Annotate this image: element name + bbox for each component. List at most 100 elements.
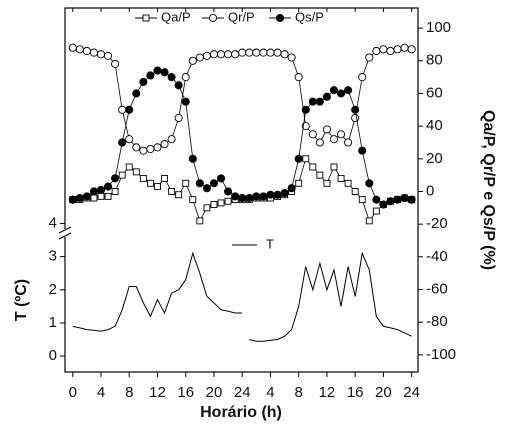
data-point xyxy=(344,86,353,95)
data-point xyxy=(96,185,106,194)
data-point xyxy=(358,73,367,82)
data-point xyxy=(322,92,331,101)
data-point xyxy=(308,130,317,139)
data-point xyxy=(75,45,84,54)
data-point xyxy=(245,193,254,203)
data-point xyxy=(393,45,402,54)
y2-tick-label: 0 xyxy=(426,182,434,199)
x-tick-label: 24 xyxy=(234,384,251,401)
data-point xyxy=(161,174,168,182)
data-point xyxy=(323,179,331,187)
y2-tick-label: -40 xyxy=(426,248,448,265)
data-point xyxy=(203,204,211,212)
series-line xyxy=(72,157,412,222)
data-point xyxy=(407,195,416,204)
data-point xyxy=(273,48,282,57)
data-point xyxy=(379,200,388,209)
data-point xyxy=(231,50,240,59)
data-point xyxy=(302,155,310,163)
y-tick-label: 4 xyxy=(49,214,57,231)
x-tick-label: 8 xyxy=(125,384,133,401)
y2-tick-label: -20 xyxy=(426,215,448,232)
data-point xyxy=(351,105,360,114)
data-point xyxy=(259,48,268,57)
data-point xyxy=(174,81,183,90)
data-point xyxy=(266,48,275,57)
data-point xyxy=(195,53,204,62)
data-point xyxy=(104,192,112,200)
x-tick-label: 20 xyxy=(375,384,392,401)
data-point xyxy=(189,196,197,204)
data-point xyxy=(329,86,339,95)
data-point xyxy=(372,46,381,56)
data-point xyxy=(68,195,77,204)
data-point xyxy=(104,182,113,191)
data-point xyxy=(82,192,91,201)
data-point xyxy=(365,179,374,188)
legend-label: Qs/P xyxy=(295,9,324,24)
data-point xyxy=(308,97,317,106)
data-point xyxy=(167,135,176,144)
data-point xyxy=(386,197,395,206)
legend-label: Qa/P xyxy=(161,9,191,24)
data-point xyxy=(202,51,211,60)
data-point xyxy=(294,154,303,163)
y-tick-label: 2 xyxy=(49,281,57,298)
data-point xyxy=(358,196,366,204)
x-tick-label: 4 xyxy=(97,384,105,401)
data-point xyxy=(160,140,169,149)
data-point xyxy=(351,188,359,195)
data-point xyxy=(132,168,140,176)
y2-tick-label: -100 xyxy=(426,346,456,363)
x-tick-label: 8 xyxy=(295,384,303,401)
series-line xyxy=(72,70,412,205)
y-tick-label: 3 xyxy=(49,248,57,265)
data-point xyxy=(295,179,303,187)
data-point xyxy=(287,184,296,193)
data-point xyxy=(329,135,339,144)
data-point xyxy=(96,50,106,59)
data-point xyxy=(280,50,289,59)
x-tick-label: 0 xyxy=(69,384,77,401)
data-point xyxy=(175,191,183,199)
data-point xyxy=(118,105,127,114)
data-point xyxy=(181,97,190,106)
data-point xyxy=(146,71,155,80)
data-point xyxy=(294,73,303,82)
data-point xyxy=(111,59,120,69)
data-point xyxy=(336,130,346,139)
data-point xyxy=(139,174,147,182)
y2-tick-label: 100 xyxy=(426,19,451,36)
data-point xyxy=(104,51,113,60)
data-point xyxy=(216,174,226,183)
legend-marker xyxy=(275,13,285,23)
data-point xyxy=(266,190,275,199)
data-point xyxy=(89,187,98,196)
data-point xyxy=(379,45,388,54)
data-point xyxy=(153,143,162,152)
data-point xyxy=(146,144,155,154)
data-point xyxy=(216,50,226,59)
data-point xyxy=(273,190,282,199)
data-point xyxy=(125,163,133,171)
data-point xyxy=(139,146,148,155)
data-point xyxy=(224,50,233,59)
data-point xyxy=(259,192,268,201)
data-point xyxy=(351,113,360,123)
data-point xyxy=(344,138,353,147)
data-point xyxy=(146,179,154,187)
data-point xyxy=(238,48,247,57)
data-point xyxy=(407,45,416,54)
data-point xyxy=(245,48,254,57)
data-point xyxy=(358,146,367,155)
legend-marker xyxy=(142,14,150,22)
data-point xyxy=(252,192,261,201)
data-point xyxy=(181,73,190,82)
data-point xyxy=(75,193,84,203)
legend-marker xyxy=(208,13,218,23)
series-line xyxy=(72,251,412,342)
data-point xyxy=(287,53,296,62)
data-point xyxy=(365,217,373,225)
data-point xyxy=(210,201,218,208)
data-point xyxy=(132,89,141,98)
